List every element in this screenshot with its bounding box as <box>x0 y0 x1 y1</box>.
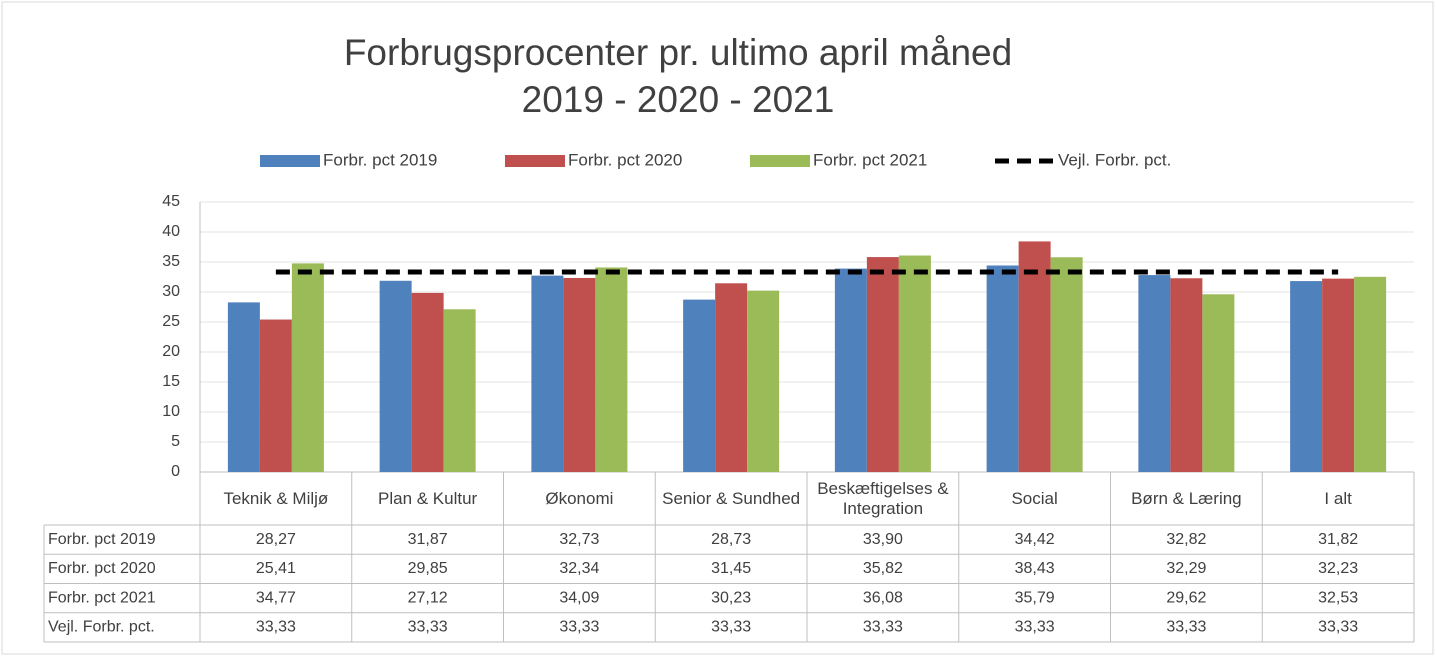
table-cell: 29,62 <box>1166 589 1206 606</box>
table-cell: 38,43 <box>1015 560 1055 577</box>
bar <box>411 292 444 472</box>
y-tick-label: 25 <box>162 313 180 330</box>
bar <box>747 290 780 472</box>
bar <box>683 299 716 472</box>
legend-label: Vejl. Forbr. pct. <box>1058 150 1171 169</box>
table-cell: 33,33 <box>1166 619 1206 636</box>
legend-label: Forbr. pct 2021 <box>813 150 927 169</box>
bar <box>834 268 867 472</box>
bar <box>1354 276 1387 472</box>
table-cell: 31,82 <box>1318 531 1358 548</box>
y-tick-label: 15 <box>162 373 180 390</box>
table-row-label: Forbr. pct 2019 <box>48 531 156 548</box>
bar <box>379 280 412 472</box>
bar <box>1202 294 1235 472</box>
table-cell: 33,33 <box>408 619 448 636</box>
bar <box>1290 281 1323 472</box>
x-tick-label: Senior & Sundhed <box>662 488 801 508</box>
x-tick-label-box: Plan & Kultur <box>378 488 478 508</box>
table-cell: 29,85 <box>408 560 448 577</box>
legend-label: Forbr. pct 2019 <box>323 150 437 169</box>
x-tick-label: Social <box>1011 488 1058 508</box>
table-row-label: Forbr. pct 2021 <box>48 589 156 606</box>
table-cell: 32,34 <box>559 560 599 577</box>
x-tick-label: Teknik & Miljø <box>223 488 329 508</box>
x-tick-label-box: Senior & Sundhed <box>662 488 801 508</box>
x-tick-label-box: Teknik & Miljø <box>223 488 329 508</box>
bar <box>531 275 564 472</box>
table-cell: 32,82 <box>1166 531 1206 548</box>
table-cell: 32,23 <box>1318 560 1358 577</box>
x-tick-label-box: Beskæftigelses & Integration <box>817 478 949 518</box>
table-cell: 33,33 <box>1015 619 1055 636</box>
table-cell: 25,41 <box>256 560 296 577</box>
y-tick-label: 0 <box>171 463 180 480</box>
table-cell: 33,90 <box>863 531 903 548</box>
x-tick-label-box: Økonomi <box>545 488 614 508</box>
table-cell: 35,82 <box>863 560 903 577</box>
chart-title: 2019 - 2020 - 2021 <box>522 79 835 120</box>
x-tick-label-box: Børn & Læring <box>1131 488 1242 508</box>
bar <box>1050 257 1083 472</box>
y-tick-label: 35 <box>162 253 180 270</box>
bar <box>866 257 899 472</box>
x-tick-label-box: Social <box>1011 488 1058 508</box>
table-cell: 28,27 <box>256 531 296 548</box>
table-cell: 32,73 <box>559 531 599 548</box>
x-tick-label: Plan & Kultur <box>378 488 478 508</box>
table-cell: 31,45 <box>711 560 751 577</box>
table-cell: 33,33 <box>256 619 296 636</box>
table-cell: 28,73 <box>711 531 751 548</box>
legend-label: Forbr. pct 2020 <box>568 150 682 169</box>
y-tick-label: 40 <box>162 223 180 240</box>
legend-key <box>260 155 320 167</box>
y-tick-label: 45 <box>162 193 180 210</box>
table-cell: 33,33 <box>863 619 903 636</box>
bar <box>595 267 628 472</box>
table-cell: 33,33 <box>711 619 751 636</box>
bar <box>227 302 260 472</box>
table-row-label: Forbr. pct 2020 <box>48 560 156 577</box>
table-cell: 33,33 <box>559 619 599 636</box>
bar <box>1138 275 1171 472</box>
table-cell: 36,08 <box>863 589 903 606</box>
bar <box>715 283 748 472</box>
table-row-label: Vejl. Forbr. pct. <box>48 619 155 636</box>
x-tick-label: Økonomi <box>545 488 614 508</box>
table-cell: 32,29 <box>1166 560 1206 577</box>
x-tick-label-box: I alt <box>1324 488 1352 508</box>
x-tick-label: Beskæftigelses & Integration <box>817 478 949 518</box>
bar <box>563 277 596 472</box>
legend-key <box>750 155 810 167</box>
y-tick-label: 5 <box>171 433 180 450</box>
table-cell: 31,87 <box>408 531 448 548</box>
bar <box>443 309 476 472</box>
legend-key <box>505 155 565 167</box>
table-cell: 32,53 <box>1318 589 1358 606</box>
table-cell: 34,09 <box>559 589 599 606</box>
y-tick-label: 10 <box>162 403 180 420</box>
bar <box>259 319 292 472</box>
table-cell: 34,42 <box>1015 531 1055 548</box>
table-cell: 27,12 <box>408 589 448 606</box>
chart-title: Forbrugsprocenter pr. ultimo april måned <box>344 32 1012 73</box>
table-cell: 34,77 <box>256 589 296 606</box>
bar <box>1170 278 1203 472</box>
x-tick-label: I alt <box>1324 488 1352 508</box>
table-cell: 35,79 <box>1015 589 1055 606</box>
bar <box>898 255 931 472</box>
bar <box>291 263 324 472</box>
y-tick-label: 20 <box>162 343 180 360</box>
bar <box>1018 241 1051 472</box>
bar <box>1322 278 1355 472</box>
y-tick-label: 30 <box>162 283 180 300</box>
x-tick-label: Børn & Læring <box>1131 488 1242 508</box>
table-cell: 30,23 <box>711 589 751 606</box>
bar <box>986 265 1019 472</box>
table-cell: 33,33 <box>1318 619 1358 636</box>
